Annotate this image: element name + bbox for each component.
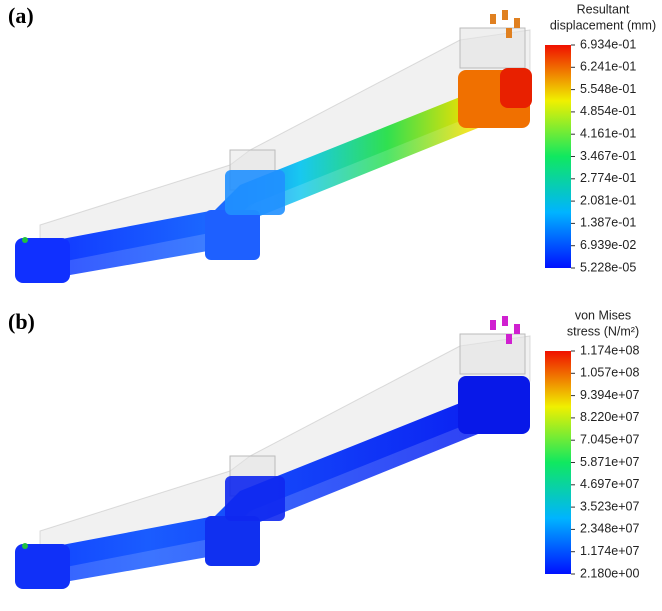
tick-label: 4.697e+07 [580,477,639,491]
clamp-block [205,516,260,566]
legend-title: von Mises [575,308,631,322]
tick-label: 1.174e+07 [580,544,639,558]
figure: (a) Resultant displacement (mm) 6.934e-01 6.… [0,0,662,606]
legend-title: displacement (mm) [550,18,656,32]
model [15,10,532,283]
tick-label: 5.871e+07 [580,455,639,469]
colorbar [545,45,571,268]
tick-label: 2.081e-01 [580,193,636,207]
geometry [15,10,532,589]
tick-label: 5.548e-01 [580,82,636,96]
load-icon [490,14,496,24]
load-icon [502,10,508,20]
legend-title: Resultant [577,2,630,16]
colorbar [545,351,571,574]
tick-label: 8.220e+07 [580,410,639,424]
panel-label: (a) [8,3,34,28]
panel-label: (b) [8,309,35,334]
tick-label: 7.045e+07 [580,432,639,446]
clamp-block [225,476,285,521]
tick-label: 6.939e-02 [580,238,636,252]
tick-label: 6.934e-01 [580,37,636,51]
ghost-shape [40,336,530,561]
tick-label: 4.161e-01 [580,126,636,140]
ghost-shape [40,30,530,255]
tick-label: 2.774e-01 [580,171,636,185]
tick-label: 6.241e-01 [580,60,636,74]
load-icon [490,320,496,330]
tick-label: 1.174e+08 [580,343,639,357]
tick-label: 3.467e-01 [580,149,636,163]
clamp-block [225,170,285,215]
tick-label: 1.387e-01 [580,216,636,230]
legend-title: stress (N/m²) [567,324,639,338]
fixture [22,543,28,549]
tick-label: 4.854e-01 [580,104,636,118]
tick-label: 3.523e+07 [580,499,639,513]
model [15,316,530,589]
load-icon [514,18,520,28]
ghost-block [460,334,525,374]
tick-label: 5.228e-05 [580,260,636,274]
tick-label: 2.180e+00 [580,566,639,580]
end-block [458,376,530,434]
load-icon [514,324,520,334]
load-icon [506,334,512,344]
ghost-block [460,28,525,68]
load-icon [506,28,512,38]
fixture [22,237,28,243]
end-block [15,544,70,589]
tick-label: 1.057e+08 [580,366,639,380]
clamp-block [205,210,260,260]
end-tip [500,68,532,108]
tick-label: 2.348e+07 [580,522,639,536]
end-block [15,238,70,283]
load-icon [502,316,508,326]
tick-label: 9.394e+07 [580,388,639,402]
